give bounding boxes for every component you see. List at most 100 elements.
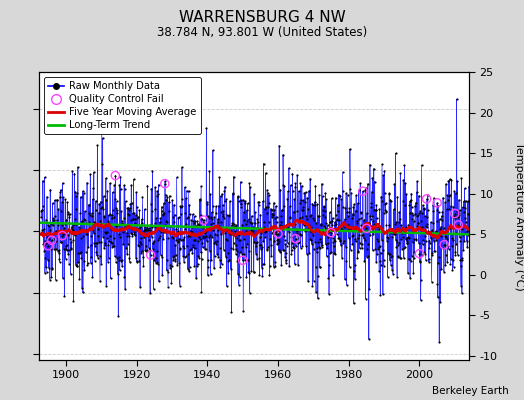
- Point: [129, 210, 137, 216]
- Point: [441, 233, 449, 239]
- Point: [155, 278, 163, 284]
- Point: [269, 264, 278, 270]
- Point: [431, 247, 439, 254]
- Point: [418, 224, 427, 230]
- Point: [371, 246, 379, 253]
- Point: [183, 243, 191, 250]
- Point: [429, 208, 438, 214]
- Point: [204, 234, 213, 240]
- Point: [461, 215, 469, 221]
- Point: [460, 198, 468, 205]
- Point: [235, 274, 244, 280]
- Point: [141, 248, 150, 254]
- Point: [348, 212, 357, 218]
- Point: [333, 216, 341, 223]
- Point: [248, 213, 256, 219]
- Point: [216, 264, 224, 270]
- Point: [126, 200, 135, 207]
- Point: [132, 255, 140, 261]
- Point: [255, 272, 264, 278]
- Point: [60, 246, 68, 252]
- Point: [94, 255, 102, 261]
- Point: [227, 228, 235, 234]
- Point: [463, 228, 471, 235]
- Point: [196, 235, 204, 242]
- Point: [414, 240, 423, 246]
- Point: [289, 208, 298, 215]
- Point: [84, 244, 92, 250]
- Point: [216, 208, 225, 215]
- Point: [381, 200, 390, 206]
- Point: [390, 181, 399, 187]
- Point: [208, 234, 216, 240]
- Point: [94, 210, 103, 216]
- Point: [72, 263, 81, 269]
- Point: [256, 246, 265, 252]
- Point: [401, 202, 409, 208]
- Point: [431, 229, 440, 236]
- Point: [200, 217, 208, 223]
- Point: [430, 232, 439, 238]
- Point: [61, 221, 69, 227]
- Point: [134, 226, 142, 232]
- Point: [287, 182, 295, 188]
- Point: [451, 252, 460, 258]
- Point: [80, 190, 88, 196]
- Point: [176, 203, 184, 210]
- Point: [411, 200, 420, 206]
- Point: [344, 222, 353, 228]
- Point: [414, 220, 422, 227]
- Point: [288, 225, 297, 232]
- Point: [172, 237, 181, 243]
- Point: [277, 262, 286, 268]
- Point: [425, 238, 433, 244]
- Point: [232, 242, 240, 248]
- Point: [440, 242, 449, 248]
- Point: [393, 194, 401, 200]
- Point: [365, 213, 374, 220]
- Point: [193, 218, 201, 225]
- Point: [275, 246, 283, 253]
- Point: [366, 232, 375, 238]
- Point: [261, 234, 269, 240]
- Point: [462, 219, 470, 226]
- Point: [374, 226, 383, 232]
- Point: [178, 196, 187, 202]
- Point: [99, 234, 107, 240]
- Point: [310, 278, 318, 284]
- Point: [225, 257, 233, 263]
- Point: [355, 232, 364, 238]
- Point: [329, 272, 337, 278]
- Point: [314, 273, 322, 280]
- Point: [412, 237, 420, 243]
- Point: [287, 234, 295, 240]
- Point: [136, 239, 144, 245]
- Point: [410, 255, 418, 261]
- Point: [88, 254, 96, 261]
- Point: [426, 228, 434, 235]
- Point: [342, 190, 350, 196]
- Point: [254, 219, 262, 225]
- Point: [103, 234, 111, 241]
- Point: [375, 244, 383, 250]
- Point: [327, 230, 335, 236]
- Point: [39, 226, 48, 232]
- Point: [149, 246, 157, 252]
- Point: [453, 178, 462, 184]
- Point: [161, 180, 169, 187]
- Point: [285, 263, 293, 270]
- Point: [130, 229, 138, 236]
- Point: [190, 237, 198, 243]
- Point: [253, 216, 261, 222]
- Point: [388, 228, 397, 234]
- Point: [361, 237, 369, 243]
- Point: [43, 257, 52, 264]
- Point: [137, 241, 145, 247]
- Point: [242, 221, 250, 228]
- Point: [273, 241, 281, 247]
- Point: [49, 215, 57, 222]
- Point: [343, 209, 352, 215]
- Point: [261, 170, 270, 176]
- Point: [458, 290, 466, 296]
- Point: [152, 193, 161, 199]
